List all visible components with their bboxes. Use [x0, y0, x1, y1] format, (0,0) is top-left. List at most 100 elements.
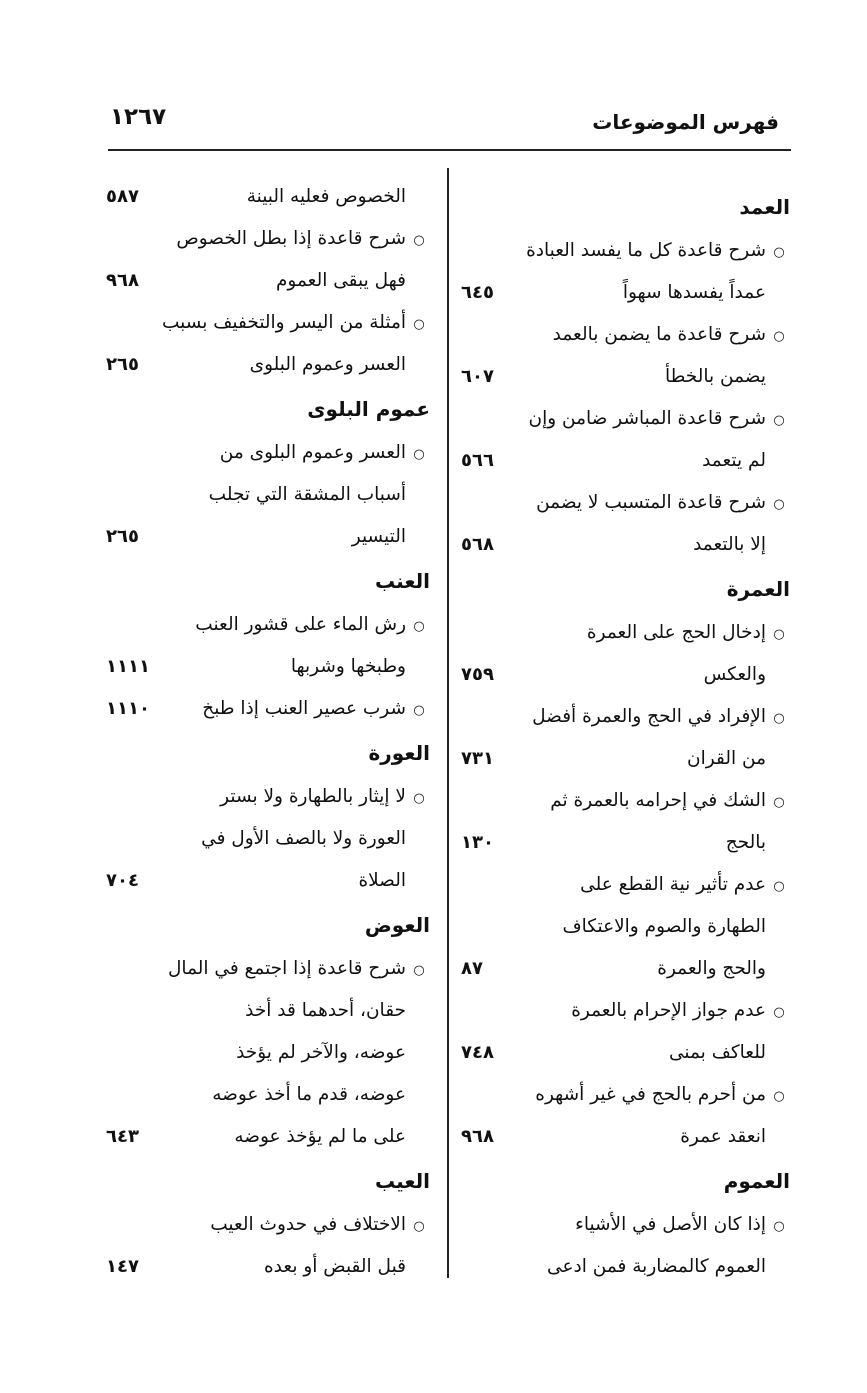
entry-text: عوضه، قدم ما أخذ عوضه: [212, 1084, 406, 1105]
entry-text: والعكس: [703, 664, 766, 685]
entry-text: شرح قاعدة ما يضمن بالعمد: [552, 324, 766, 345]
bullet-icon: ○: [773, 795, 785, 810]
entry-page-number: ٥٦٦: [461, 450, 494, 471]
column-divider: [447, 168, 449, 1278]
bullet-icon: ○: [413, 791, 425, 806]
entry-text: فهل يبقى العموم: [275, 270, 406, 291]
entry-page-number: ٧٤٨: [461, 1042, 494, 1063]
entry-text: حقان، أحدهما قد أخذ: [245, 1000, 406, 1021]
index-entry: ○ شرح قاعدة كل ما يفسد العبادة عمداً يفسده…: [455, 230, 792, 314]
index-column-left: الخصوص فعليه البينة ٥٨٧ ○ شرح قاعدة إذا بطل…: [100, 176, 432, 1288]
entry-text: عدم تأثير نية القطع على: [580, 874, 766, 895]
index-entry: ○ الاختلاف في حدوث العيب قبل القبض أو بعده…: [100, 1204, 432, 1288]
entry-text: الاختلاف في حدوث العيب: [210, 1214, 406, 1235]
entry-page-number: ٩٦٨: [106, 270, 139, 291]
index-column-right: العمد ○ شرح قاعدة كل ما يفسد العبادة عمداً …: [455, 184, 792, 1288]
entry-page-number: ١١١١: [106, 656, 150, 677]
entry-text: عمداً يفسدها سهواً: [622, 282, 766, 303]
entry-page-number: ٧٠٤: [106, 870, 139, 891]
bullet-icon: ○: [773, 413, 785, 428]
bullet-icon: ○: [413, 447, 425, 462]
index-entry-continuation: الخصوص فعليه البينة ٥٨٧: [100, 176, 432, 218]
entry-text: لم يتعمد: [702, 450, 766, 471]
entry-text: العموم كالمضاربة فمن ادعى: [547, 1256, 766, 1277]
entry-text: أسباب المشقة التي تجلب: [208, 484, 406, 505]
entry-text: من أحرم بالحج في غير أشهره: [535, 1084, 766, 1105]
entry-text: الصلاة: [358, 870, 406, 891]
entry-page-number: ٥٨٧: [106, 186, 139, 207]
entry-text: العسر وعموم البلوى: [249, 354, 406, 375]
entry-text: للعاكف بمنى: [668, 1042, 766, 1063]
entry-page-number: ٢٦٥: [106, 354, 139, 375]
bullet-icon: ○: [413, 233, 425, 248]
index-heading: العموم: [723, 1169, 790, 1193]
entry-page-number: ٦٤٥: [461, 282, 494, 303]
entry-text: على ما لم يؤخذ عوضه: [234, 1126, 406, 1147]
entry-text: أمثلة من اليسر والتخفيف بسبب: [162, 312, 406, 333]
entry-text: شرح قاعدة المباشر ضامن وإن: [528, 408, 767, 429]
bullet-icon: ○: [773, 711, 785, 726]
index-entry: ○ الإفراد في الحج والعمرة أفضل من القران ٧٣…: [455, 696, 792, 780]
entry-text: انعقد عمرة: [680, 1126, 766, 1147]
entry-page-number: ٨٧: [461, 958, 483, 979]
bullet-icon: ○: [773, 627, 785, 642]
index-entry: ○ أمثلة من اليسر والتخفيف بسبب العسر وعموم…: [100, 302, 432, 386]
bullet-icon: ○: [413, 1219, 425, 1234]
entry-text: الخصوص فعليه البينة: [246, 186, 406, 207]
index-entry: ○ إدخال الحج على العمرة والعكس ٧٥٩: [455, 612, 792, 696]
entry-text: شرح قاعدة إذا بطل الخصوص: [176, 228, 406, 249]
index-heading: عموم البلوى: [307, 397, 430, 421]
entry-text: إذا كان الأصل في الأشياء: [575, 1214, 766, 1235]
bullet-icon: ○: [413, 317, 425, 332]
entry-text: وطبخها وشربها: [290, 656, 406, 677]
entry-text: شرح قاعدة إذا اجتمع في المال: [167, 958, 406, 979]
bullet-icon: ○: [773, 1089, 785, 1104]
entry-text: يضمن بالخطأ: [664, 366, 766, 387]
bullet-icon: ○: [773, 1219, 785, 1234]
bullet-icon: ○: [773, 329, 785, 344]
index-entry: ○ إذا كان الأصل في الأشياء العموم كالمضارب…: [455, 1204, 792, 1288]
index-entry: ○ رش الماء على قشور العنب وطبخها وشربها ١١١…: [100, 604, 432, 688]
index-entry: ○ شرح قاعدة إذا بطل الخصوص فهل يبقى العموم…: [100, 218, 432, 302]
entry-page-number: ٩٦٨: [461, 1126, 494, 1147]
bullet-icon: ○: [773, 497, 785, 512]
bullet-icon: ○: [413, 703, 425, 718]
entry-page-number: ١٤٧: [106, 1256, 139, 1277]
index-heading: العوض: [364, 913, 430, 937]
entry-page-number: ١٣٠: [461, 832, 494, 853]
entry-text: شرح قاعدة كل ما يفسد العبادة: [526, 240, 766, 261]
running-header-title: فهرس الموضوعات: [592, 110, 779, 134]
entry-text: الإفراد في الحج والعمرة أفضل: [532, 706, 766, 727]
entry-text: الشك في إحرامه بالعمرة ثم: [550, 790, 766, 811]
index-entry: ○ عدم جواز الإحرام بالعمرة للعاكف بمنى ٧٤٨: [455, 990, 792, 1074]
bullet-icon: ○: [773, 879, 785, 894]
page-number: ١٢٦٧: [110, 104, 167, 130]
bullet-icon: ○: [413, 963, 425, 978]
index-heading: العورة: [368, 741, 430, 765]
index-entry: ○ عدم تأثير نية القطع على الطهارة والصوم و…: [455, 864, 792, 990]
entry-text: والحج والعمرة: [657, 958, 766, 979]
entry-text: الطهارة والصوم والاعتكاف: [562, 916, 766, 937]
entry-text: شرب عصير العنب إذا طبخ: [202, 698, 406, 719]
index-entry: ○ لا إيثار بالطهارة ولا بستر العورة ولا با…: [100, 776, 432, 902]
entry-text: شرح قاعدة المتسبب لا يضمن: [536, 492, 766, 513]
index-entry: ○ شرح قاعدة ما يضمن بالعمد يضمن بالخطأ ٦٠٧: [455, 314, 792, 398]
header-rule: [108, 149, 791, 151]
index-entry: ○ شرب عصير العنب إذا طبخ ١١١٠: [100, 688, 432, 730]
entry-text: من القران: [687, 748, 766, 769]
bullet-icon: ○: [773, 245, 785, 260]
index-heading: العمرة: [726, 577, 790, 601]
index-entry: ○ شرح قاعدة المتسبب لا يضمن إلا بالتعمد ٥٦٨: [455, 482, 792, 566]
entry-text: العورة ولا بالصف الأول في: [201, 828, 406, 849]
entry-page-number: ٥٦٨: [461, 534, 494, 555]
entry-text: التيسير: [351, 526, 406, 547]
entry-text: إدخال الحج على العمرة: [586, 622, 766, 643]
entry-page-number: ١١١٠: [106, 698, 150, 719]
index-entry: ○ شرح قاعدة المباشر ضامن وإن لم يتعمد ٥٦٦: [455, 398, 792, 482]
entry-text: عدم جواز الإحرام بالعمرة: [571, 1000, 766, 1021]
entry-page-number: ٦٤٣: [106, 1126, 139, 1147]
entry-page-number: ٧٣١: [461, 748, 494, 769]
entry-text: إلا بالتعمد: [693, 534, 766, 555]
entry-page-number: ٧٥٩: [461, 664, 494, 685]
index-heading: العيب: [375, 1169, 430, 1193]
